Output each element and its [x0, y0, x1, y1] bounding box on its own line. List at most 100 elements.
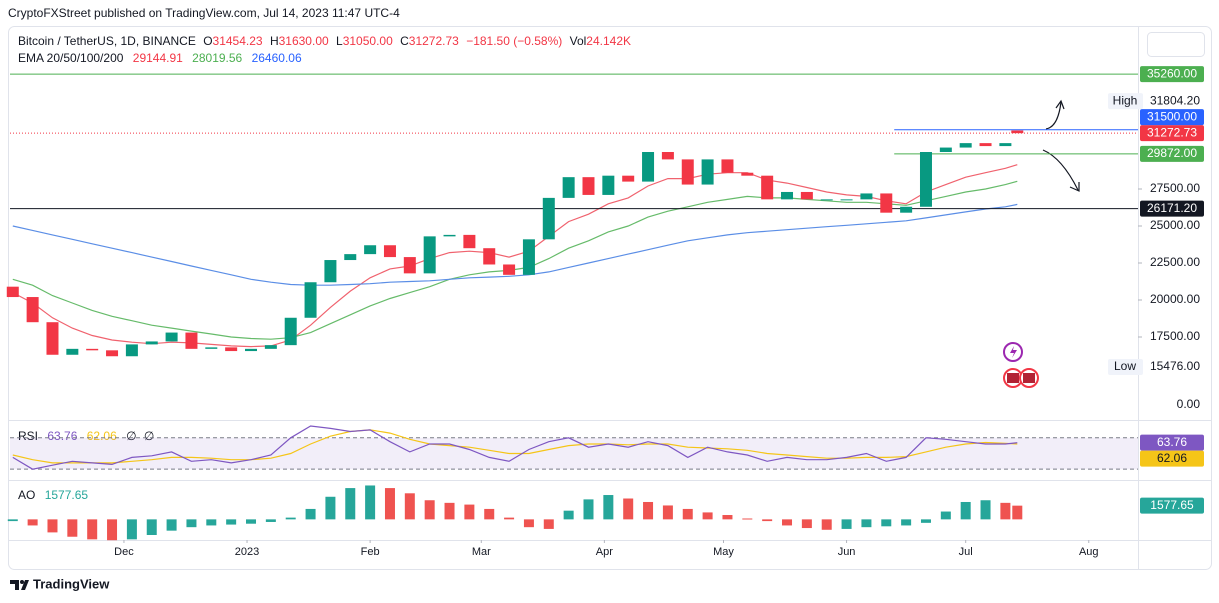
change-value: −181.50 (−0.58%) [466, 34, 562, 48]
ema-value: 28019.56 [192, 51, 242, 65]
ao-bar [146, 519, 157, 535]
x-tick-label: May [713, 546, 734, 558]
candle [721, 159, 734, 173]
ao-label: AO [18, 488, 35, 502]
ao-bar [444, 502, 455, 520]
ao-bar [801, 519, 812, 529]
logo-mark [20, 580, 24, 584]
ao-bar [643, 501, 654, 520]
ao-bar [682, 508, 693, 520]
rsi-band [10, 437, 1138, 470]
y-tick-label: 0.00 [1177, 397, 1201, 411]
brand: TradingView [33, 576, 110, 591]
candle [959, 143, 972, 148]
rsi-signal-last-label: 62.06 [1157, 451, 1187, 465]
logo-mark [10, 580, 29, 590]
price-label-box [1140, 200, 1204, 217]
ao-bar [782, 519, 793, 526]
candle [145, 341, 158, 345]
ema-line [12, 203, 1018, 286]
ao-bar [7, 519, 18, 522]
arrowhead [1055, 99, 1065, 110]
close-value: 31272.73 [409, 34, 459, 48]
candle [403, 257, 416, 274]
candle [781, 191, 794, 200]
candle [26, 297, 39, 323]
y-tick-label: 20000.00 [1150, 292, 1200, 306]
ohlc-key: H [270, 34, 279, 48]
candle [761, 175, 774, 200]
ao-bar [940, 511, 951, 520]
rsi-legend: RSI 63.76 62.06 ∅ ∅ [18, 429, 154, 443]
x-tick-label: Jul [959, 546, 973, 558]
price-label: 26171.20 [1147, 201, 1197, 215]
candle [6, 286, 19, 298]
rsi-label-box [1140, 434, 1204, 451]
ao-bar [246, 519, 257, 524]
x-tick-label: Mar [472, 546, 491, 558]
candle [463, 234, 476, 249]
candle [979, 143, 992, 147]
price-label: 31272.73 [1147, 125, 1197, 139]
extreme-label: 15476.00 [1150, 359, 1200, 373]
volume-value: 24.142K [586, 34, 631, 48]
settings-button[interactable] [1147, 32, 1205, 57]
candle [364, 245, 377, 255]
event-icons [1003, 342, 1039, 388]
ao-bar [920, 519, 931, 523]
ao-bar [762, 519, 773, 522]
ao-bar [861, 519, 872, 528]
candle [503, 264, 516, 275]
candle [542, 197, 555, 240]
published-line: CryptoFXStreet published on TradingView.… [8, 6, 400, 20]
ao-bar [404, 493, 415, 520]
ao-bar [841, 519, 852, 529]
candle [344, 254, 357, 261]
ao-bar [623, 498, 634, 520]
price-label-box [1140, 66, 1204, 83]
x-tick-label: Aug [1079, 546, 1099, 558]
candle [999, 143, 1012, 147]
candle [106, 350, 119, 357]
caption-box [1108, 93, 1143, 110]
rsi-signal-label-box [1140, 450, 1204, 467]
ao-bar [563, 510, 574, 520]
ao-bar [960, 501, 971, 520]
extreme-caption: Low [1114, 359, 1136, 373]
ema-legend: EMA 20/50/100/200 29144.91 28019.56 2646… [18, 51, 302, 65]
candle [205, 347, 218, 349]
ao-bar [186, 519, 197, 528]
ao-bar [365, 485, 376, 520]
ao-value: 1577.65 [45, 488, 89, 502]
chart-frame [8, 26, 1212, 570]
x-tick-label: 2023 [235, 546, 259, 558]
candle [383, 245, 396, 258]
rsi-signal-value: 62.06 [87, 429, 117, 443]
candle [165, 332, 178, 342]
ema-line [12, 180, 1018, 340]
candle [423, 236, 436, 274]
price-label: 35260.00 [1147, 66, 1197, 80]
ema-label: EMA 20/50/100/200 [18, 51, 124, 65]
ao-bar [702, 512, 713, 520]
candle [582, 177, 595, 195]
candle [264, 345, 277, 349]
high-value: 31630.00 [279, 34, 329, 48]
candle [284, 317, 297, 346]
caption-box [1108, 358, 1143, 375]
ao-bar [206, 519, 217, 526]
ao-bar [881, 519, 892, 527]
candle [820, 199, 833, 201]
candle [443, 234, 456, 237]
x-tick-label: Dec [114, 546, 134, 558]
low-value: 31050.00 [343, 34, 393, 48]
ao-bar [424, 500, 435, 520]
ao-bar [265, 519, 276, 522]
ao-bar [901, 519, 912, 526]
annotation-arrows [1042, 99, 1080, 192]
ao-bar [107, 519, 118, 541]
ema-value: 29144.91 [133, 51, 183, 65]
candle [939, 147, 952, 153]
ao-bar [1000, 502, 1011, 520]
